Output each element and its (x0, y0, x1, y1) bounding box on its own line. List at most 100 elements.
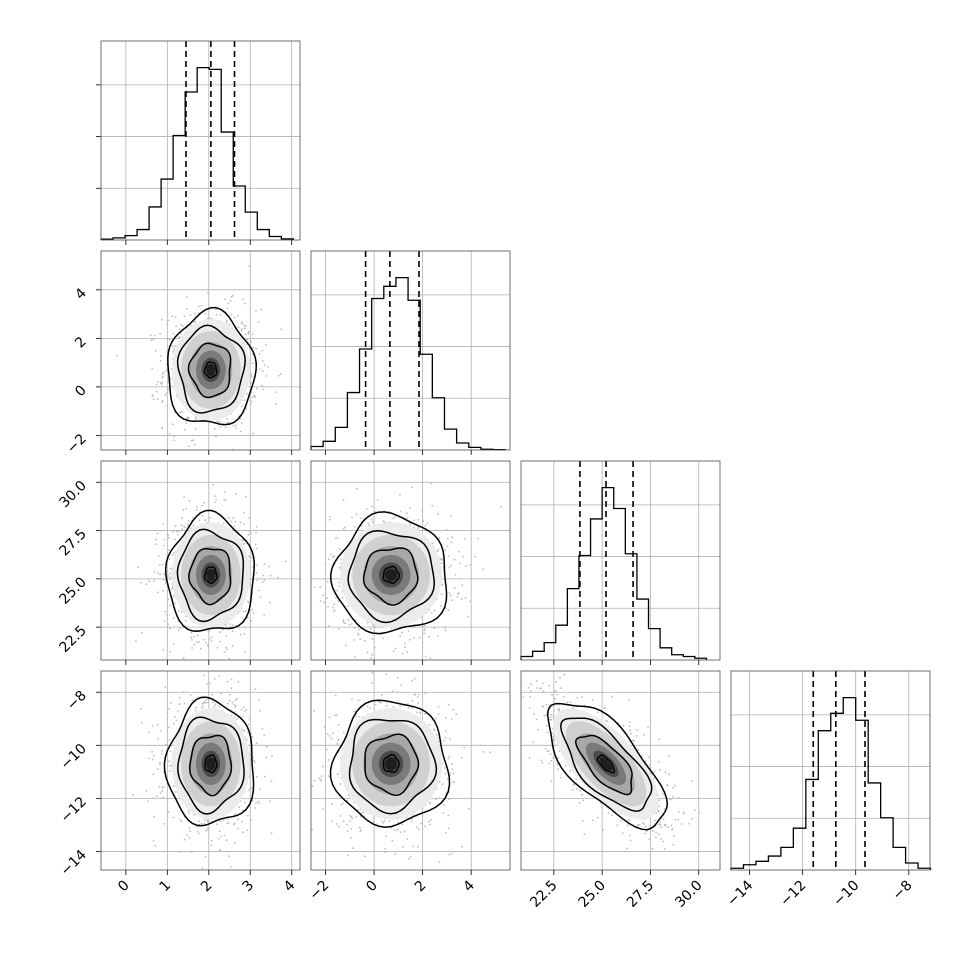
scatter-point (163, 539, 165, 541)
scatter-point (154, 571, 156, 573)
scatter-point (184, 315, 186, 317)
scatter-point (247, 601, 249, 603)
scatter-point (157, 591, 159, 593)
scatter-point (181, 611, 183, 613)
scatter-point (402, 846, 404, 848)
scatter-point (392, 518, 394, 520)
scatter-point (227, 681, 229, 683)
scatter-point (293, 559, 295, 561)
x-tick-label: 4 (460, 877, 478, 895)
scatter-point (371, 682, 373, 684)
scatter-point (401, 824, 403, 826)
scatter-point (152, 725, 154, 727)
scatter-point (414, 678, 416, 680)
scatter-point (219, 830, 221, 832)
scatter-point (441, 562, 443, 564)
scatter-point (173, 817, 175, 819)
scatter-point (579, 802, 581, 804)
scatter-point (386, 673, 388, 675)
scatter-point (140, 708, 142, 710)
scatter-point (438, 797, 440, 799)
scatter-point (275, 403, 277, 405)
scatter-point (343, 619, 345, 621)
scatter-point (244, 802, 246, 804)
scatter-point (167, 713, 169, 715)
scatter-point (418, 829, 420, 831)
scatter-point (162, 590, 164, 592)
scatter-point (204, 519, 206, 521)
scatter-point (207, 828, 209, 830)
scatter-point (424, 713, 426, 715)
scatter-point (212, 702, 214, 704)
scatter-point (400, 831, 402, 833)
scatter-point (382, 637, 384, 639)
scatter-point (161, 750, 163, 752)
scatter-point (256, 776, 258, 778)
scatter-point (250, 533, 252, 535)
scatter-point (414, 694, 416, 696)
histogram-step-line (101, 68, 293, 240)
scatter-point (451, 763, 453, 765)
scatter-point (178, 629, 180, 631)
scatter-point (250, 620, 252, 622)
scatter-point (205, 313, 207, 315)
scatter-point (395, 853, 397, 855)
scatter-point (438, 537, 440, 539)
scatter-point (181, 324, 183, 326)
scatter-point (163, 372, 165, 374)
x-tick-label: −2 (306, 878, 332, 904)
scatter-point (270, 575, 272, 577)
scatter-point (418, 694, 420, 696)
scatter-point (157, 768, 159, 770)
scatter-point (309, 629, 311, 631)
scatter-point (371, 519, 373, 521)
scatter-point (259, 368, 261, 370)
scatter-point (224, 835, 226, 837)
scatter-point (351, 623, 353, 625)
scatter-point (167, 388, 169, 390)
scatter-point (434, 610, 436, 612)
scatter-point (148, 578, 150, 580)
histogram-step-line (311, 278, 505, 450)
scatter-point (328, 759, 330, 761)
scatter-point (672, 787, 674, 789)
scatter-point (248, 517, 250, 519)
scatter-point (412, 700, 414, 702)
scatter-point (360, 517, 362, 519)
scatter-point (156, 391, 158, 393)
scatter-point (153, 398, 155, 400)
scatter-point (227, 303, 229, 305)
scatter-point (411, 486, 413, 488)
scatter-point (242, 298, 244, 300)
scatter-point (219, 664, 221, 666)
scatter-point (307, 549, 309, 551)
scatter-point (351, 698, 353, 700)
y-tick-label: −8 (64, 688, 90, 714)
scatter-point (135, 640, 137, 642)
scatter-point (150, 335, 152, 337)
scatter-point (433, 627, 435, 629)
scatter-point (423, 520, 425, 522)
scatter-point (367, 652, 369, 654)
scatter-point (421, 510, 423, 512)
scatter-point (314, 587, 316, 589)
scatter-point (208, 643, 210, 645)
scatter-point (278, 375, 280, 377)
scatter-point (336, 590, 338, 592)
scatter-point (397, 691, 399, 693)
scatter-point (172, 351, 174, 353)
scatter-point (445, 717, 447, 719)
scatter-point (249, 718, 251, 720)
scatter-point (407, 517, 409, 519)
scatter-point (172, 333, 174, 335)
scatter-point (155, 539, 157, 541)
scatter-point (169, 651, 171, 653)
scatter-point (424, 825, 426, 827)
scatter-point (269, 801, 271, 803)
scatter-point (409, 507, 411, 509)
scatter-point (347, 830, 349, 832)
scatter-point (326, 749, 328, 751)
scatter-point (354, 711, 356, 713)
scatter-point (211, 636, 213, 638)
